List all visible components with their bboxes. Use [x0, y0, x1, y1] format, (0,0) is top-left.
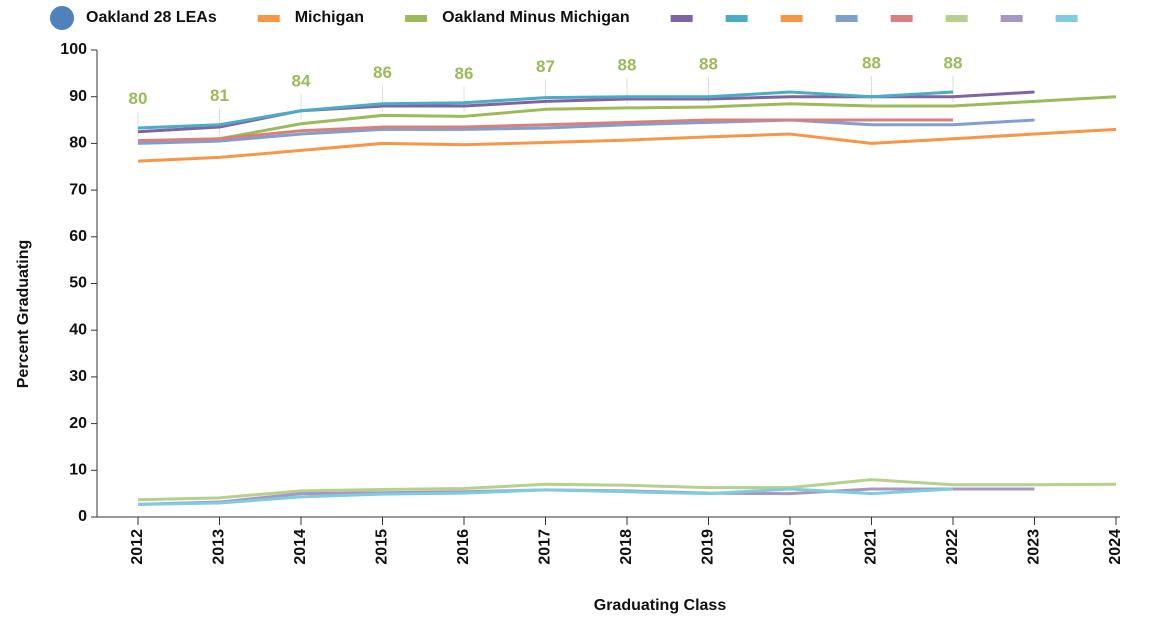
- x-axis-label: Graduating Class: [594, 597, 727, 614]
- data-label: 84: [292, 71, 311, 90]
- x-tick-label: 2021: [863, 529, 880, 565]
- series-line: [137, 118, 1035, 145]
- legend-marker: [835, 15, 858, 22]
- y-tick-label: 40: [69, 321, 87, 338]
- legend-marker: [780, 15, 803, 22]
- y-tick-label: 80: [69, 135, 87, 152]
- x-tick-label: 2019: [700, 529, 717, 565]
- x-tick-label: 2017: [537, 529, 554, 565]
- legend-marker: [890, 15, 913, 22]
- legend-marker: [725, 15, 748, 22]
- data-label: 86: [373, 63, 392, 82]
- y-tick-label: 60: [69, 228, 87, 245]
- series-line: [137, 127, 1117, 163]
- data-label: 80: [129, 89, 148, 108]
- data-label: 88: [862, 54, 881, 73]
- y-tick-label: 30: [69, 368, 87, 385]
- series-line: [137, 487, 954, 506]
- y-tick-label: 70: [69, 181, 87, 198]
- x-tick-label: 2013: [211, 529, 228, 565]
- legend-label: Oakland Minus Michigan: [442, 9, 630, 26]
- x-tick-label: 2012: [129, 529, 146, 565]
- data-label: 86: [455, 64, 474, 83]
- legend-label: Michigan: [295, 9, 364, 26]
- legend-marker: [670, 15, 693, 22]
- x-tick-label: 2023: [1026, 529, 1043, 565]
- x-tick-label: 2015: [374, 529, 391, 565]
- x-tick-label: 2018: [618, 529, 635, 565]
- series-line: [137, 118, 953, 143]
- legend-marker: [1055, 15, 1078, 22]
- data-label: 81: [210, 86, 229, 105]
- y-tick-label: 10: [69, 462, 87, 479]
- y-tick-label: 0: [78, 508, 87, 525]
- legend-marker: [1000, 15, 1023, 22]
- legend-marker: [945, 15, 968, 22]
- y-tick-label: 50: [69, 275, 87, 292]
- series-line: [137, 90, 954, 130]
- series-line: [137, 478, 1117, 502]
- series-line: [137, 95, 1117, 144]
- x-tick-label: 2020: [781, 529, 798, 565]
- data-label: 87: [536, 57, 555, 76]
- y-axis-label: Percent Graduating: [15, 240, 32, 388]
- data-label: 88: [944, 54, 963, 73]
- legend-marker: [50, 6, 74, 30]
- legend-marker: [405, 15, 428, 22]
- x-tick-label: 2016: [455, 529, 472, 565]
- y-tick-label: 20: [69, 415, 87, 432]
- x-tick-label: 2014: [292, 529, 309, 565]
- legend-marker: [257, 15, 280, 22]
- y-tick-label: 90: [69, 88, 87, 105]
- x-tick-label: 2022: [944, 529, 961, 565]
- x-tick-label: 2024: [1107, 529, 1124, 565]
- y-tick-label: 100: [60, 41, 87, 58]
- data-label: 88: [699, 54, 718, 73]
- legend-label: Oakland 28 LEAs: [86, 9, 217, 26]
- data-label: 88: [618, 55, 637, 74]
